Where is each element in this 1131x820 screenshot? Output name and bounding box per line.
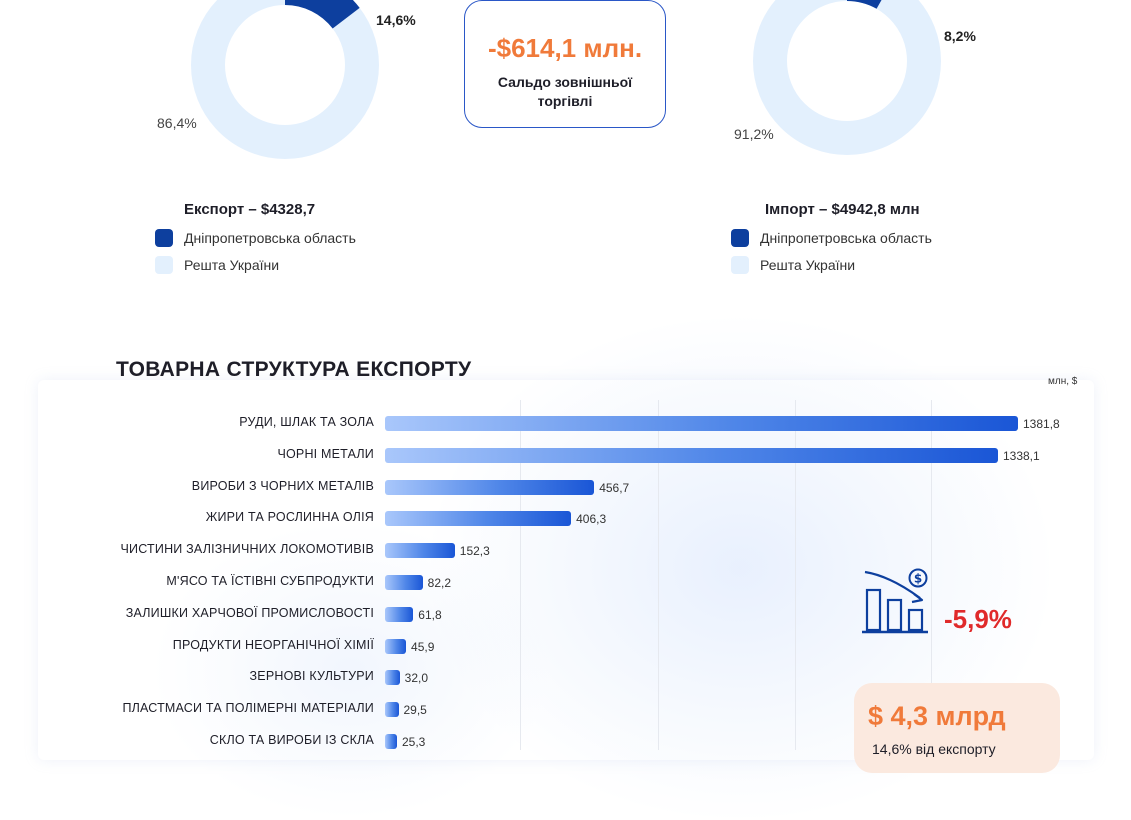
bar — [385, 606, 414, 622]
bar-value-label: 45,9 — [411, 639, 435, 654]
export-donut-slice-rest — [191, 0, 379, 159]
export-change-value: -5,9% — [944, 604, 1012, 634]
bar — [385, 670, 400, 686]
bar-value-label: 61,8 — [418, 607, 442, 622]
gridline — [658, 400, 659, 750]
bar-value-label: 82,2 — [427, 576, 451, 590]
bar-category-label: ПРОДУКТИ НЕОРГАНІЧНОЇ ХІМІЇ — [172, 637, 374, 652]
bar-value-label: 1338,1 — [1002, 448, 1040, 463]
gridline — [931, 400, 932, 750]
import-donut-slice-rest — [753, 0, 941, 155]
export-total-value: $ 4,3 млрд — [868, 701, 1006, 731]
bar — [385, 702, 399, 718]
unit-label: млн, $ — [1048, 376, 1078, 387]
legend-swatch-region — [155, 229, 173, 247]
export-structure-title: ТОВАРНА СТРУКТУРА ЕКСПОРТУ — [116, 358, 472, 381]
export-region-pct-label: 14,6% — [376, 12, 416, 28]
gridline — [795, 400, 796, 750]
bar-category-label: ЗАЛИШКИ ХАРЧОВОЇ ПРОМИСЛОВОСТІ — [125, 605, 374, 620]
bar-category-label: ПЛАСТМАСИ ТА ПОЛІМЕРНІ МАТЕРІАЛИ — [122, 701, 374, 716]
bar-value-label: 152,3 — [459, 544, 490, 559]
bar-category-label: СКЛО ТА ВИРОБИ ІЗ СКЛА — [209, 733, 374, 747]
trade-balance-card: -$614,1 млн. Сальдо зовнішньої торгівлі — [464, 0, 666, 128]
import-legend-title: Імпорт – $4942,8 млн — [765, 201, 920, 218]
export-donut-chart — [191, 0, 379, 159]
bar — [385, 416, 1018, 431]
declining-chart-dollar-icon: $ — [862, 568, 928, 634]
bar-value-label: 456,7 — [599, 480, 630, 495]
bar-category-label: ЖИРИ ТА РОСЛИННА ОЛІЯ — [205, 510, 374, 525]
bar — [385, 543, 455, 559]
legend-swatch-rest — [731, 256, 749, 274]
bar — [385, 447, 998, 463]
export-legend-title: Експорт – $4328,7 — [184, 201, 316, 218]
bar-category-label: ВИРОБИ З ЧОРНИХ МЕТАЛІВ — [191, 478, 374, 493]
bar-category-label: ЧИСТИНИ ЗАЛІЗНИЧНИХ ЛОКОМОТИВІВ — [120, 542, 374, 557]
bar-category-label: ЗЕРНОВІ КУЛЬТУРИ — [249, 669, 374, 684]
bar — [385, 575, 423, 590]
bar-value-label: 1381,8 — [1023, 417, 1060, 431]
bar-category-label: РУДИ, ШЛАК ТА ЗОЛА — [239, 415, 374, 429]
export-legend-item-rest: Решта України — [155, 255, 279, 275]
import-legend-item-region: Дніпропетровська область — [731, 228, 932, 248]
legend-label: Дніпропетровська область — [760, 230, 932, 246]
trade-balance-caption: Сальдо зовнішньої торгівлі — [497, 74, 633, 109]
legend-swatch-rest — [155, 256, 173, 274]
import-region-pct-label: 8,2% — [944, 28, 976, 44]
gridline — [520, 400, 521, 750]
bar-value-label: 406,3 — [576, 512, 607, 527]
import-legend-item-rest: Решта України — [731, 255, 855, 275]
export-legend-item-region: Дніпропетровська область — [155, 228, 356, 248]
svg-text:$: $ — [914, 572, 922, 586]
bar — [385, 511, 572, 527]
bar-value-label: 32,0 — [404, 671, 429, 686]
trade-balance-value: -$614,1 млн. — [487, 33, 643, 63]
bar-value-label: 25,3 — [402, 735, 426, 749]
legend-label: Решта України — [184, 257, 280, 273]
import-rest-pct-label: 91,2% — [734, 126, 774, 142]
bar-value-label: 29,5 — [403, 703, 427, 718]
bar — [385, 638, 407, 654]
legend-swatch-region — [731, 229, 749, 247]
export-total-card: $ 4,3 млрд 14,6% від експорту — [854, 683, 1060, 773]
legend-label: Решта України — [760, 257, 856, 273]
legend-label: Дніпропетровська область — [184, 230, 356, 246]
bar-category-label: ЧОРНІ МЕТАЛИ — [277, 446, 374, 461]
import-donut-chart — [753, 0, 941, 155]
bar-category-label: М'ЯСО ТА ЇСТІВНІ СУБПРОДУКТИ — [166, 574, 374, 588]
bar — [385, 734, 397, 749]
export-total-caption: 14,6% від експорту — [872, 741, 996, 757]
bar — [385, 479, 595, 495]
export-rest-pct-label: 86,4% — [157, 115, 197, 131]
